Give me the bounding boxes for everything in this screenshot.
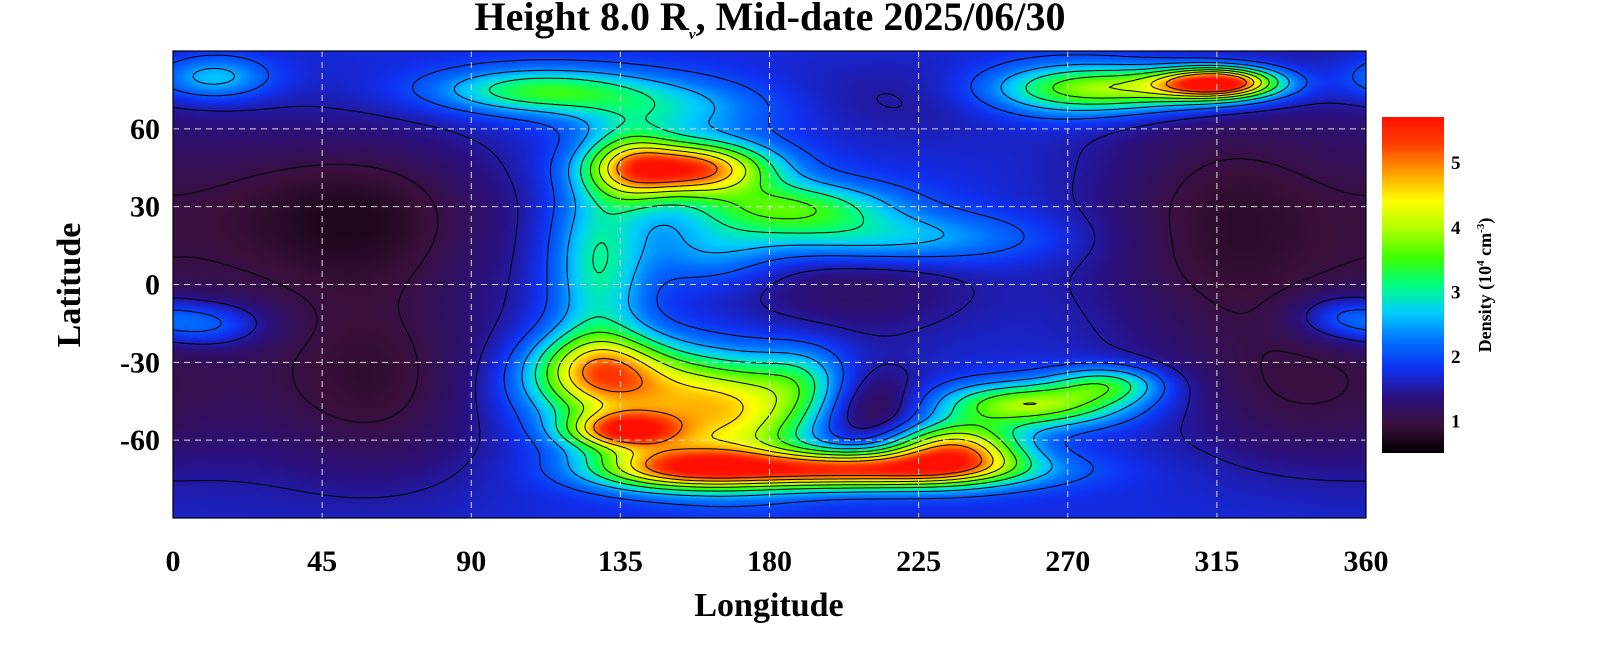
y-tick-label: -60 [120,424,160,457]
chart-title: Height 8.0 Rν, Mid-date 2025/06/30 [474,0,1065,43]
x-tick-label: 180 [747,545,792,578]
contour-lines [173,54,1366,508]
contour-level-1-5 [173,93,1366,499]
contour-level-3 [488,64,1279,492]
contour-level-2-5 [192,61,1290,497]
x-tick-label: 45 [307,545,337,578]
y-tick-labels: 60 30 0 -30 -60 [120,113,160,457]
x-axis-label: Longitude [694,587,843,624]
y-tick-label: 0 [145,269,160,302]
contour-level-5 [582,73,1247,479]
colorbar-tick-label: 5 [1451,153,1461,174]
y-tick-label: 30 [130,191,160,224]
colorbar: 1 2 3 4 5 Density (104 cm-3) [1382,117,1496,453]
colorbar-tick-label: 3 [1451,282,1461,303]
x-tick-label: 360 [1344,545,1389,578]
plot-area [173,51,1366,518]
colorbar-tick-label: 1 [1451,412,1461,433]
contour-level-4 [557,69,1262,485]
contour-level-2 [173,54,1366,508]
contour-level-3-5 [546,67,1270,488]
colorbar-tick-label: 2 [1451,347,1461,368]
x-tick-label: 135 [598,545,643,578]
plot-frame [172,50,1367,519]
x-tick-label: 225 [896,545,941,578]
colorbar-tick-label: 4 [1451,218,1461,239]
contour-level-1 [173,158,1366,423]
x-tick-label: 90 [456,545,486,578]
y-tick-label: 60 [130,113,160,146]
x-tick-label: 315 [1194,545,1239,578]
contour-level-4-5 [568,71,1255,482]
y-axis-label: Latitude [51,223,88,348]
colorbar-bar [1382,117,1444,453]
x-tick-label: 0 [166,545,181,578]
grid-lines [173,51,1366,518]
colorbar-ticks: 1 2 3 4 5 [1451,153,1461,432]
title-subscript: ν [689,27,696,43]
x-tick-labels: 0 45 90 135 180 225 270 315 360 [166,545,1389,578]
x-tick-label: 270 [1045,545,1090,578]
y-tick-label: -30 [120,346,160,379]
colorbar-label: Density (104 cm-3) [1475,218,1496,353]
